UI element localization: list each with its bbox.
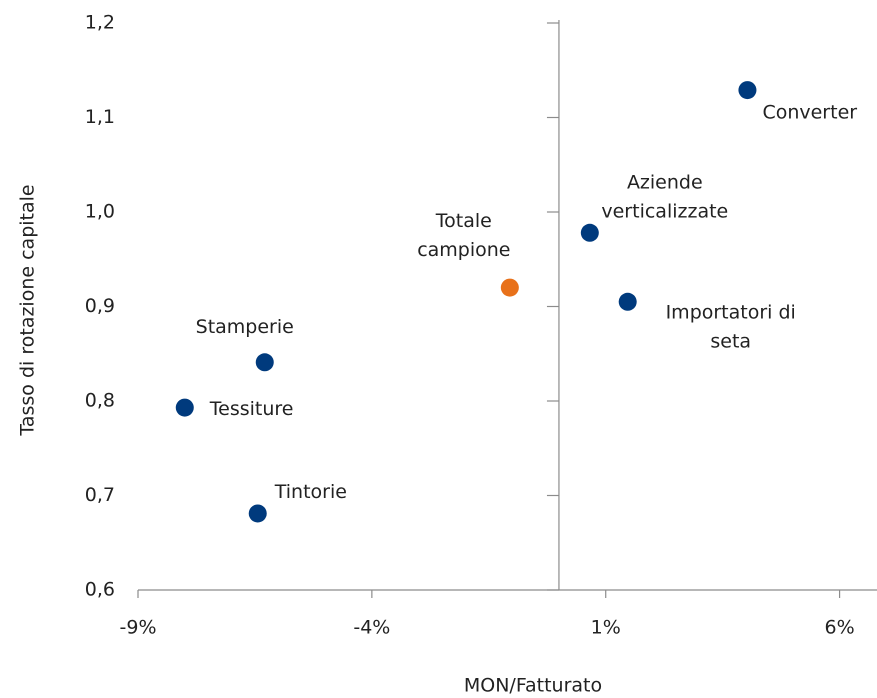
y-axis-title: Tasso di rotazione capitale <box>17 184 39 436</box>
point <box>500 278 519 297</box>
point <box>738 81 757 100</box>
x-tick-label: 1% <box>591 617 621 639</box>
y-tick-label: 0,7 <box>85 484 115 506</box>
point-label: Stamperie <box>196 316 294 338</box>
x-tick-label: -9% <box>120 617 157 639</box>
y-tick-label: 1,2 <box>85 12 115 34</box>
point <box>248 504 267 523</box>
point-label: Importatori di <box>666 301 796 323</box>
point <box>618 292 637 311</box>
point-label: seta <box>710 330 751 352</box>
y-tick-label: 0,8 <box>85 390 115 412</box>
point-label: Tintorie <box>274 481 347 503</box>
point-label: campione <box>417 239 510 261</box>
y-tick-label: 1,1 <box>85 106 115 128</box>
point-label: Tessiture <box>209 398 294 420</box>
y-tick-label: 0,6 <box>85 579 115 601</box>
point-label: Aziende <box>627 171 703 193</box>
x-tick-label: -4% <box>353 617 390 639</box>
y-tick-label: 1,0 <box>85 201 115 223</box>
y-tick-label: 0,9 <box>85 295 115 317</box>
point-label: Totale <box>435 210 492 232</box>
point-label: verticalizzate <box>601 200 728 222</box>
x-tick-label: 6% <box>825 617 855 639</box>
x-axis-title: MON/Fatturato <box>464 675 602 697</box>
point <box>175 398 194 417</box>
point <box>580 223 599 242</box>
point <box>255 353 274 372</box>
point-label: Converter <box>762 102 857 124</box>
